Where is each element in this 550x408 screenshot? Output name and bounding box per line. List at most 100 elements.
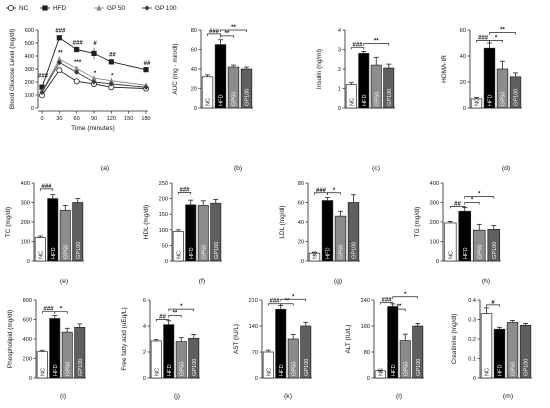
y-tick-label: 0 — [27, 259, 30, 265]
y-axis-label: Creatinine (mg/dl) — [451, 314, 458, 365]
significance-label: * — [180, 304, 183, 310]
category-label-hfd: HFD — [488, 95, 494, 107]
category-label-hfd: HFD — [189, 248, 195, 260]
significance-label: ### — [55, 29, 66, 35]
y-tick-label: 60 — [191, 48, 197, 54]
significance-label: ### — [269, 299, 280, 305]
y-tick-label: 140 — [249, 324, 258, 330]
category-label-gp100: GP100 — [78, 359, 84, 376]
marker-triangle — [91, 75, 97, 81]
marker-diamond — [144, 5, 150, 11]
legend-entry: GP 100 — [155, 5, 177, 12]
significance-label: ** — [374, 39, 379, 45]
significance-bracket — [168, 308, 195, 312]
y-tick-label: 600 — [25, 28, 34, 34]
significance-bracket — [177, 192, 192, 195]
y-tick-label: 0 — [473, 376, 476, 382]
marker-circle — [56, 67, 63, 74]
significance-label: ** — [225, 31, 230, 37]
marker-square — [108, 59, 114, 65]
significance-label: ** — [285, 299, 290, 305]
y-axis-label: ALT (IU/L) — [345, 325, 352, 354]
y-tick-label: 20 — [298, 240, 304, 246]
y-tick-label: 400 — [430, 181, 439, 187]
category-label-gp50: GP50 — [501, 92, 507, 106]
y-tick-label: 0 — [301, 259, 304, 265]
marker-diamond — [91, 79, 97, 85]
y-tick-label: 70 — [252, 350, 258, 356]
y-tick-label: 300 — [430, 201, 439, 207]
panel-label: (j) — [174, 393, 180, 400]
y-tick-label: 400 — [23, 337, 32, 343]
significance-bracket — [464, 202, 480, 205]
panel-label: (d) — [502, 165, 510, 172]
significance-label: ### — [381, 298, 392, 304]
panel-label: (h) — [482, 278, 490, 285]
y-tick-label: 160 — [361, 324, 370, 330]
y-tick-label: 200 — [430, 220, 439, 226]
category-label-gp100: GP100 — [387, 89, 393, 106]
y-tick-label: 40 — [460, 54, 466, 60]
panel-m: 0 0.1 0.2 0.3 0.4 Creatinine (mg/dl) NC HFD GP50… — [451, 298, 532, 400]
significance-bracket — [392, 296, 419, 299]
y-tick-label: 200 — [23, 357, 32, 363]
y-tick-label: 0 — [436, 259, 439, 265]
y-tick-label: 0.2 — [468, 337, 476, 343]
legend-entry: GP 50 — [107, 5, 125, 12]
significance-label: ** — [58, 51, 63, 57]
category-label-hfd: HFD — [51, 248, 57, 260]
category-label-hfd: HFD — [391, 365, 397, 377]
y-tick-label: 80 — [298, 181, 304, 187]
series-line — [41, 61, 147, 93]
significance-bracket — [280, 303, 294, 306]
significance-label: ## — [144, 61, 151, 67]
y-tick-label: 0 — [463, 106, 466, 112]
y-axis-label: AUC (mg · min/dl) — [172, 43, 179, 94]
panel-label: (c) — [372, 165, 380, 172]
category-label-nc: NC — [176, 251, 182, 259]
significance-label: ### — [38, 73, 49, 79]
marker-circle — [73, 78, 80, 85]
marker-square — [143, 67, 149, 73]
y-tick-label: 6 — [143, 298, 146, 304]
y-tick-label: 0.3 — [468, 318, 476, 324]
category-label-hfd: HFD — [279, 365, 285, 377]
y-tick-label: 2 — [143, 350, 146, 356]
x-tick-label: 150 — [124, 116, 133, 122]
significance-bracket — [207, 33, 221, 36]
y-tick-label: 240 — [361, 298, 370, 304]
category-label-hfd: HFD — [219, 95, 225, 107]
category-label-nc: NC — [448, 251, 454, 259]
y-tick-label: 1 — [338, 87, 341, 93]
y-tick-label: 200 — [159, 197, 168, 203]
category-label-hfd: HFD — [53, 365, 59, 377]
panel-h: 0 100 200 300 400 TG (mg/dl) NC HFD GP50 GP100 ## *… — [414, 181, 501, 285]
significance-label: * — [495, 35, 498, 41]
category-label-gp50: GP50 — [403, 362, 409, 376]
category-label-nc: NC — [40, 368, 46, 376]
panel-e: 0 100 200 300 400 TC (mg/dl) NC HFD GP50 GP100 ###… — [5, 181, 84, 285]
category-label-gp50: GP50 — [63, 245, 69, 259]
significance-bracket — [280, 298, 307, 302]
significance-bracket — [392, 308, 406, 312]
category-label-gp50: GP50 — [65, 362, 71, 376]
significance-label: * — [478, 192, 481, 198]
significance-label: # — [491, 300, 495, 306]
significance-label: ### — [43, 307, 54, 313]
significance-label: * — [60, 307, 63, 313]
panel-label: (l) — [396, 393, 402, 400]
y-tick-label: 400 — [25, 54, 34, 60]
marker-diamond — [74, 69, 80, 75]
x-tick-label: 180 — [141, 116, 150, 122]
y-tick-label: 80 — [364, 350, 370, 356]
y-tick-label: 0 — [29, 376, 32, 382]
category-label-hfd: HFD — [326, 248, 332, 260]
significance-bracket — [486, 304, 500, 307]
category-label-gp100: GP100 — [492, 242, 498, 259]
panel-i: 0 200 400 600 800 Phospholipid (mg/dl) NC HFD GP… — [7, 298, 86, 400]
y-tick-label: 210 — [249, 298, 258, 304]
significance-bracket — [350, 47, 365, 50]
y-tick-label: 0 — [255, 376, 258, 382]
panel-b: 0 20 40 60 80 AUC (mg · min/dl) NC HFD GP50 GP100… — [172, 25, 253, 172]
marker-diamond — [56, 59, 62, 66]
